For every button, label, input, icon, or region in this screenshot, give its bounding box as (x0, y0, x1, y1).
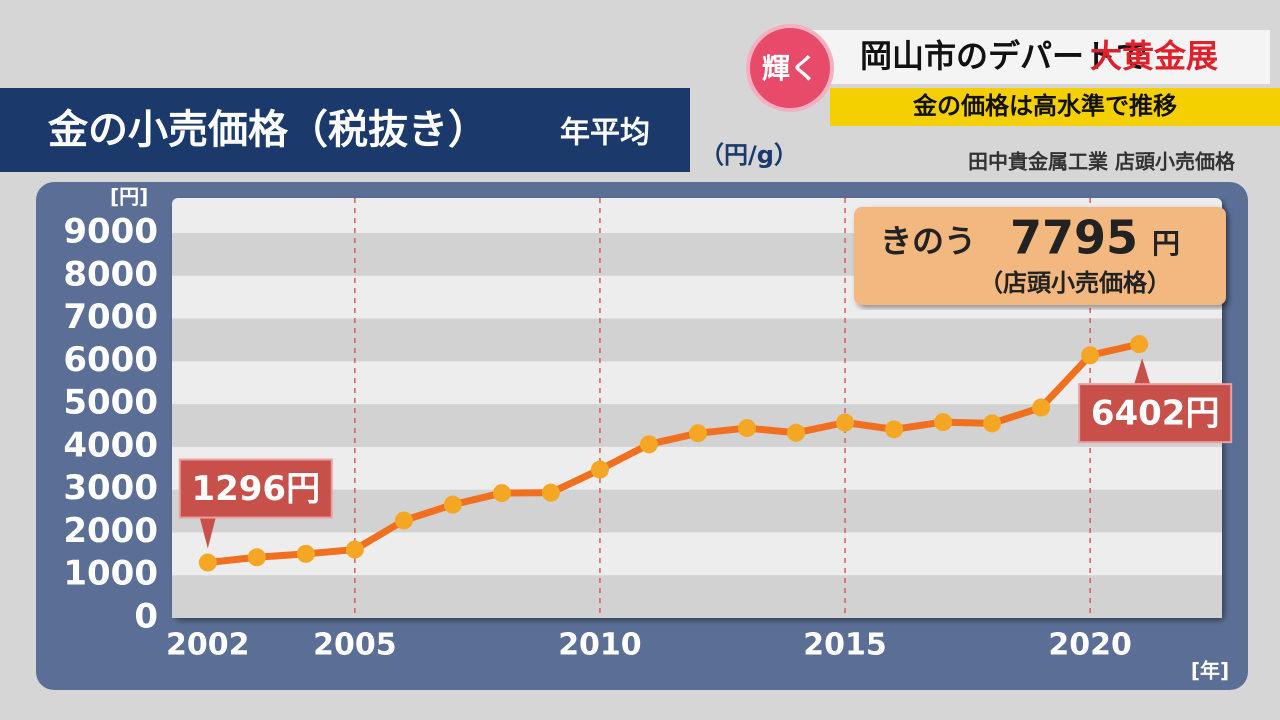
value-label-pointer (1134, 358, 1151, 385)
data-point (541, 483, 560, 502)
value-label-pointer (199, 517, 216, 549)
y-tick-label: 5000 (63, 383, 158, 423)
data-point (345, 540, 364, 559)
data-point (492, 484, 511, 503)
callout-note: （店頭小売価格） (979, 269, 1171, 297)
data-point (738, 419, 756, 438)
x-tick-label: 2005 (313, 628, 397, 663)
source: 田中貴金属工業 店頭小売価格 (968, 150, 1236, 174)
headline-accent: 大黄金展 (1090, 37, 1218, 75)
unit-label: （円/g） (700, 141, 798, 169)
value-label: 1296円 (191, 469, 320, 509)
x-axis-label: [年] (1191, 659, 1229, 683)
data-point (394, 511, 413, 530)
data-point (639, 435, 658, 454)
data-point (688, 424, 707, 443)
data-point (983, 414, 1002, 433)
data-point (836, 413, 855, 432)
x-tick-label: 2020 (1048, 628, 1132, 663)
badge (746, 24, 834, 112)
subline: 金の価格は高水準で推移 (912, 92, 1177, 120)
grid-band (172, 489, 1222, 533)
data-point (1081, 346, 1100, 365)
x-tick-label: 2015 (803, 628, 887, 663)
data-point (590, 460, 609, 479)
callout-value: 7795 (1010, 211, 1138, 265)
data-point (443, 495, 462, 514)
data-point (934, 413, 953, 432)
y-tick-label: 2000 (63, 511, 158, 551)
headline: 岡山市のデパートで (860, 37, 1148, 75)
y-tick-label: 3000 (63, 468, 158, 508)
subline-bar (830, 88, 1280, 126)
callout-label: きのう (880, 222, 976, 260)
title-bar (0, 88, 690, 172)
callout-unit: 円 (1152, 227, 1180, 260)
data-point (198, 553, 217, 572)
y-tick-label: 1000 (63, 554, 158, 594)
y-tick-label: 7000 (63, 297, 158, 337)
y-tick-label: 8000 (63, 254, 158, 294)
callout-box (854, 207, 1226, 305)
data-point (1130, 335, 1149, 354)
data-point (296, 544, 315, 563)
data-point (1032, 398, 1051, 417)
badge-text: 輝く (762, 52, 818, 85)
headline-bar (810, 30, 1270, 84)
grid-band (172, 575, 1222, 618)
y-tick-label: 4000 (63, 425, 158, 465)
value-label-box (1078, 383, 1233, 444)
data-point (787, 423, 806, 442)
data-point (885, 420, 904, 439)
value-label: 6402円 (1091, 394, 1220, 434)
y-tick-label: 0 (134, 597, 158, 637)
chart-subtitle: 年平均 (560, 116, 650, 151)
y-tick-label: 9000 (63, 212, 158, 252)
chart-title: 金の小売価格（税抜き） (47, 107, 488, 153)
x-tick-label: 2002 (166, 628, 250, 663)
data-point (247, 548, 266, 567)
x-tick-label: 2010 (558, 628, 642, 663)
y-tick-label: 6000 (63, 340, 158, 380)
grid-band (172, 318, 1222, 362)
value-label-box (178, 458, 333, 519)
y-axis-label: [円] (110, 185, 148, 209)
